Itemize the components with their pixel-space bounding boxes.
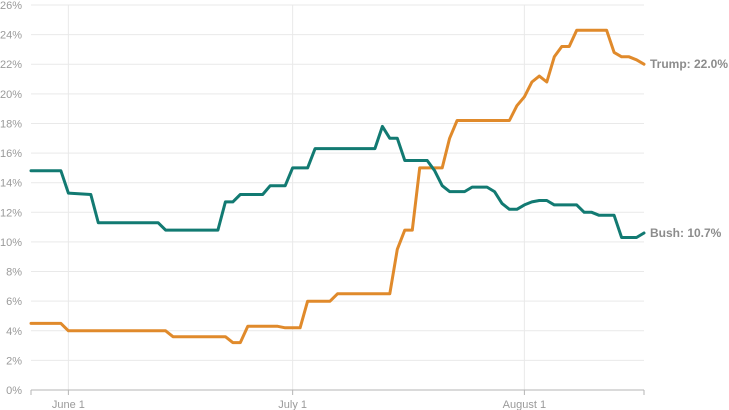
y-tick-label: 26% (0, 0, 22, 12)
y-tick-label: 18% (0, 118, 22, 130)
y-tick-label: 6% (6, 296, 22, 308)
y-tick-label: 10% (0, 237, 22, 249)
y-tick-label: 24% (0, 30, 22, 42)
x-tick-label: June 1 (52, 399, 85, 410)
y-tick-label: 8% (6, 267, 22, 279)
y-tick-label: 22% (0, 59, 22, 71)
y-tick-label: 16% (0, 148, 22, 160)
y-tick-label: 20% (0, 89, 22, 101)
series-end-label-bush: Bush: 10.7% (650, 226, 722, 240)
y-tick-label: 0% (6, 385, 22, 397)
x-tick-label: July 1 (278, 399, 307, 410)
y-tick-label: 14% (0, 178, 22, 190)
x-tick-label: August 1 (503, 399, 546, 410)
series-line-bush (29, 124, 646, 239)
series-line-trump (29, 28, 646, 345)
series-end-label-trump: Trump: 22.0% (650, 57, 728, 71)
y-tick-label: 2% (6, 355, 22, 367)
y-tick-label: 4% (6, 326, 22, 338)
y-tick-label: 12% (0, 207, 22, 219)
